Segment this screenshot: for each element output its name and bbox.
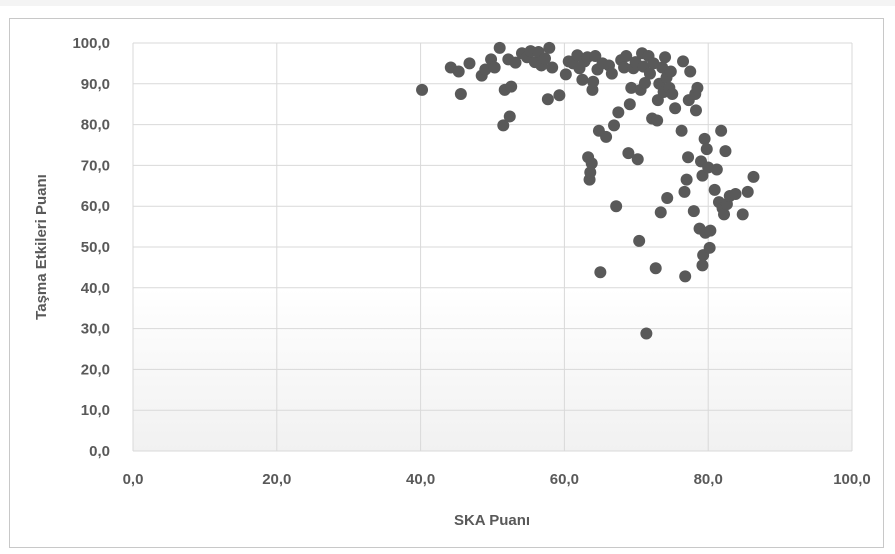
x-axis-title: SKA Puanı (454, 512, 530, 529)
x-tick-label: 100,0 (833, 471, 871, 488)
top-border-strip (0, 0, 895, 6)
data-point (654, 206, 667, 219)
data-point (605, 67, 618, 80)
data-point (689, 104, 702, 117)
y-axis-ticks: 0,0 10,0 20,0 30,0 40,0 50,0 60,0 70,0 80,0 90,0 1… (72, 35, 110, 460)
y-tick-label: 20,0 (81, 361, 110, 378)
data-point (682, 151, 695, 164)
y-tick-label: 50,0 (81, 239, 110, 256)
data-point (680, 173, 693, 186)
x-tick-label: 80,0 (694, 471, 723, 488)
data-point (541, 93, 554, 106)
x-tick-label: 40,0 (406, 471, 435, 488)
data-point (633, 234, 646, 247)
data-point (594, 266, 607, 279)
data-point (669, 102, 682, 115)
data-point (620, 50, 633, 63)
y-tick-label: 60,0 (81, 198, 110, 215)
grid-lines (132, 42, 853, 452)
x-tick-label: 20,0 (262, 471, 291, 488)
data-point (618, 61, 631, 74)
y-tick-label: 70,0 (81, 157, 110, 174)
y-tick-label: 90,0 (81, 76, 110, 93)
y-tick-label: 40,0 (81, 280, 110, 297)
data-point (708, 183, 721, 196)
data-point (608, 119, 621, 132)
data-point (747, 170, 760, 183)
data-point (589, 50, 602, 63)
data-point (651, 114, 664, 127)
data-point (640, 327, 653, 340)
data-point (497, 119, 510, 132)
data-point (584, 166, 597, 179)
data-point (631, 153, 644, 166)
data-point (659, 51, 672, 64)
data-point (463, 57, 476, 70)
data-point (696, 259, 709, 272)
x-tick-label: 60,0 (550, 471, 579, 488)
data-point (625, 81, 638, 94)
data-point (416, 83, 429, 96)
data-point (509, 56, 522, 69)
x-axis-ticks: 0,0 20,0 40,0 60,0 80,0 100,0 (123, 471, 871, 488)
data-point (710, 163, 723, 176)
data-point (666, 88, 679, 100)
data-point (704, 224, 717, 237)
data-point (677, 55, 690, 68)
data-point (718, 208, 731, 221)
data-point (585, 157, 598, 170)
data-point (687, 205, 700, 218)
data-point (684, 65, 697, 78)
y-tick-label: 0,0 (89, 443, 110, 460)
data-point (454, 88, 467, 100)
data-point (700, 143, 713, 156)
data-point (576, 73, 589, 86)
data-point (493, 41, 506, 54)
data-point (553, 89, 566, 102)
data-point (729, 187, 742, 200)
y-tick-label: 10,0 (81, 402, 110, 419)
y-tick-label: 100,0 (72, 35, 110, 52)
data-point (452, 65, 465, 78)
data-point (698, 132, 711, 145)
data-point (587, 75, 600, 88)
data-point (703, 241, 716, 254)
data-point (546, 61, 559, 74)
data-point (503, 110, 516, 123)
data-point (622, 147, 635, 160)
x-tick-label: 0,0 (123, 471, 144, 488)
data-point (610, 200, 623, 213)
data-point (543, 41, 556, 54)
data-point (600, 130, 613, 143)
data-point (715, 124, 728, 137)
data-point (623, 98, 636, 111)
data-point (664, 65, 677, 78)
data-point (488, 61, 501, 74)
y-axis-title: Taşma Etkileri Puanı (33, 174, 50, 320)
data-point (643, 67, 656, 80)
data-point (679, 270, 692, 283)
data-point (538, 52, 551, 65)
data-point (612, 106, 625, 119)
data-point (559, 68, 572, 81)
data-point (638, 76, 651, 89)
data-point (649, 262, 662, 275)
data-point (691, 81, 704, 94)
data-point (678, 185, 691, 198)
data-point (675, 124, 688, 137)
data-point (719, 145, 732, 158)
data-point (661, 192, 674, 205)
data-point (741, 185, 754, 198)
data-point (505, 80, 518, 93)
data-point (736, 208, 749, 221)
data-points (416, 41, 760, 340)
data-point (479, 63, 492, 76)
y-tick-label: 80,0 (81, 117, 110, 134)
y-tick-label: 30,0 (81, 321, 110, 338)
